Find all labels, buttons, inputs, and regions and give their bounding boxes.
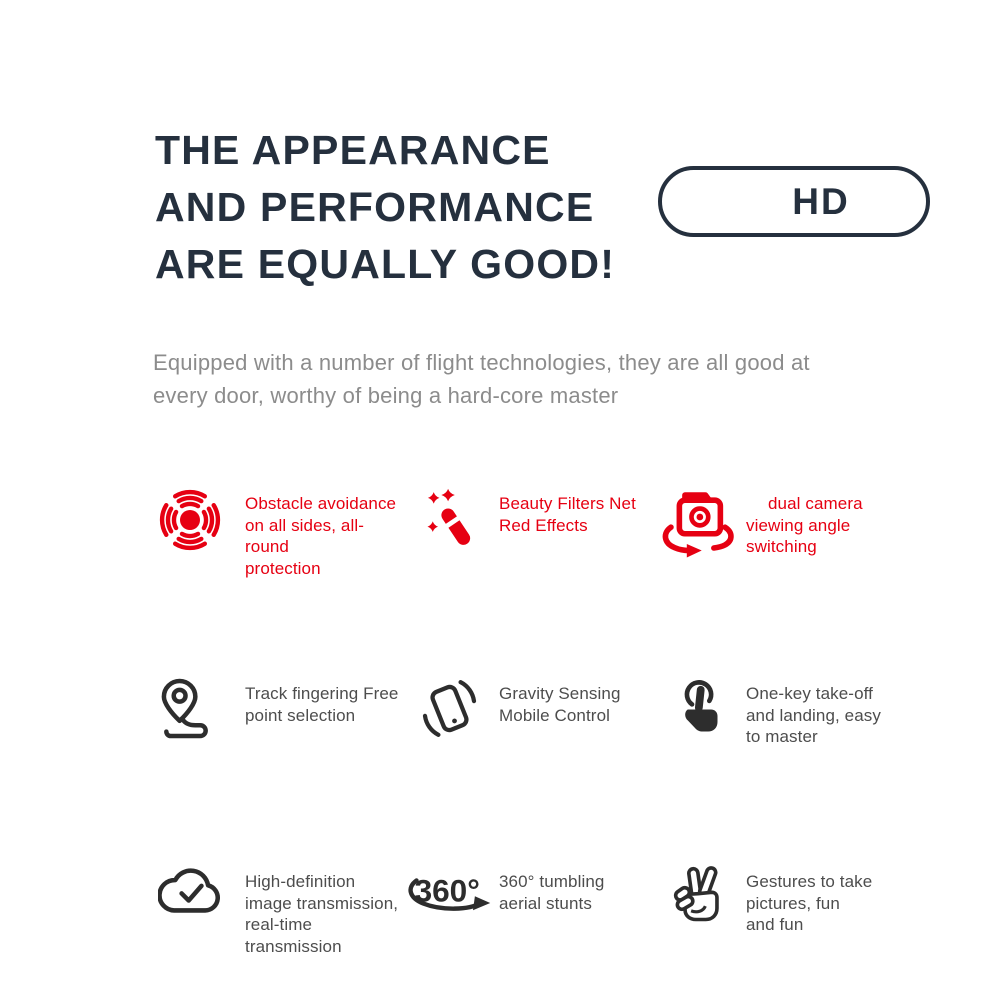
feature-text: One-key take-off and landing, easy to ma… bbox=[746, 684, 881, 746]
feature-text: Beauty Filters Net Red Effects bbox=[499, 494, 636, 535]
feature-text: dual camera viewing angle switching bbox=[746, 494, 863, 556]
hd-badge-label: HD bbox=[792, 180, 850, 222]
icon-box bbox=[400, 678, 499, 739]
feature-360-tumbling: 360° 360° tumbling aerial stunts bbox=[400, 866, 650, 957]
hd-badge: HD bbox=[658, 166, 930, 237]
page-subtitle: Equipped with a number of flight technol… bbox=[153, 350, 810, 408]
feature-text: 360° tumbling aerial stunts bbox=[499, 872, 605, 913]
cloud-check-icon bbox=[158, 868, 220, 913]
feature-text: Track fingering Free point selection bbox=[245, 684, 399, 725]
feature-beauty-filters: Beauty Filters Net Red Effects bbox=[400, 488, 650, 678]
feature-text: Obstacle avoidance on all sides, all-rou… bbox=[245, 494, 397, 578]
rotation-360-icon: 360° bbox=[407, 873, 490, 911]
icon-box bbox=[650, 488, 746, 559]
feature-gesture-photo: Gestures to take pictures, fun and fun bbox=[650, 866, 980, 957]
feature-text: Gestures to take pictures, fun and fun bbox=[746, 872, 873, 934]
feature-one-key-takeoff: One-key take-off and landing, easy to ma… bbox=[650, 678, 980, 866]
gravity-sensing-phone-icon bbox=[422, 680, 477, 737]
feature-gravity-sensing: Gravity Sensing Mobile Control bbox=[400, 678, 650, 866]
feature-dual-camera: dual camera viewing angle switching bbox=[650, 488, 980, 678]
feature-track-point: Track fingering Free point selection bbox=[155, 678, 400, 866]
icon-box bbox=[650, 866, 746, 923]
icon-box bbox=[155, 866, 245, 919]
icon-box bbox=[155, 488, 245, 552]
icon-box bbox=[155, 678, 245, 741]
peace-gesture-icon bbox=[673, 866, 719, 922]
icon-box: 360° bbox=[400, 866, 499, 918]
feature-grid: Obstacle avoidance on all sides, all-rou… bbox=[155, 488, 980, 957]
dual-camera-switch-icon bbox=[662, 492, 734, 558]
feature-text: High-definition image transmission, real… bbox=[245, 872, 399, 956]
feature-hd-transmission: High-definition image transmission, real… bbox=[155, 866, 400, 957]
one-key-tap-icon bbox=[684, 680, 717, 732]
icon-box bbox=[400, 488, 499, 550]
feature-obstacle-avoidance: Obstacle avoidance on all sides, all-rou… bbox=[155, 488, 400, 678]
page-title: THE APPEARANCE AND PERFORMANCE ARE EQUAL… bbox=[155, 127, 616, 287]
beauty-magic-wand-icon bbox=[426, 488, 470, 545]
feature-text: Gravity Sensing Mobile Control bbox=[499, 684, 621, 725]
obstacle-avoidance-radar-icon bbox=[158, 489, 222, 552]
track-point-pin-icon bbox=[161, 678, 208, 739]
icon-box bbox=[650, 678, 746, 735]
